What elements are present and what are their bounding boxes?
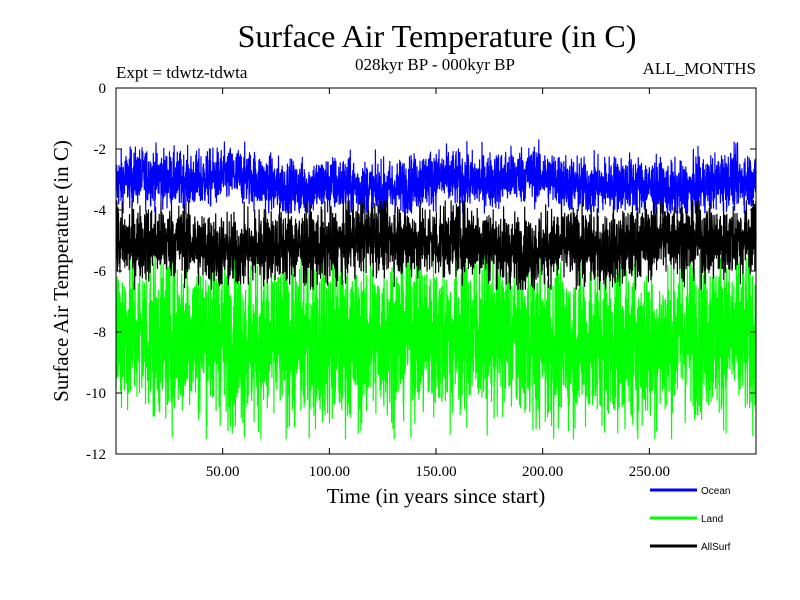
x-axis-label: Time (in years since start): [327, 484, 546, 508]
legend-label-allsurf: AllSurf: [701, 542, 731, 553]
legend-label-ocean: Ocean: [701, 486, 730, 497]
x-tick-label: 200.00: [522, 464, 563, 480]
months-label: ALL_MONTHS: [643, 59, 756, 78]
chart-subtitle: 028kyr BP - 000kyr BP: [355, 55, 515, 74]
y-tick-label: -6: [94, 264, 107, 280]
series-line-ocean: [115, 139, 757, 214]
experiment-label: Expt = tdwtz-tdwta: [116, 63, 248, 82]
y-tick-label: 0: [99, 81, 107, 97]
x-tick-label: 250.00: [629, 464, 670, 480]
x-tick-label: 100.00: [309, 464, 350, 480]
axis-layer: 0 -2 -4 -6 -8 -10 -12 50.00 100.00 150.00 200.00 25…: [86, 81, 756, 480]
chart-title: Surface Air Temperature (in C): [238, 18, 637, 54]
legend-label-land: Land: [701, 514, 723, 525]
x-tick-label: 150.00: [415, 464, 456, 480]
y-axis-label: Surface Air Temperature (in C): [49, 140, 73, 402]
series-line-land: [115, 249, 757, 440]
y-tick-label: -4: [94, 203, 107, 219]
y-tick-label: -8: [94, 325, 107, 341]
legend: Ocean Land AllSurf: [650, 486, 731, 553]
series-layer: [115, 139, 757, 440]
y-tick-label: -2: [94, 142, 107, 158]
series-line-allsurf: [115, 200, 757, 290]
y-tick-label: -10: [86, 386, 106, 402]
y-tick-label: -12: [86, 447, 106, 463]
x-tick-label: 50.00: [206, 464, 240, 480]
